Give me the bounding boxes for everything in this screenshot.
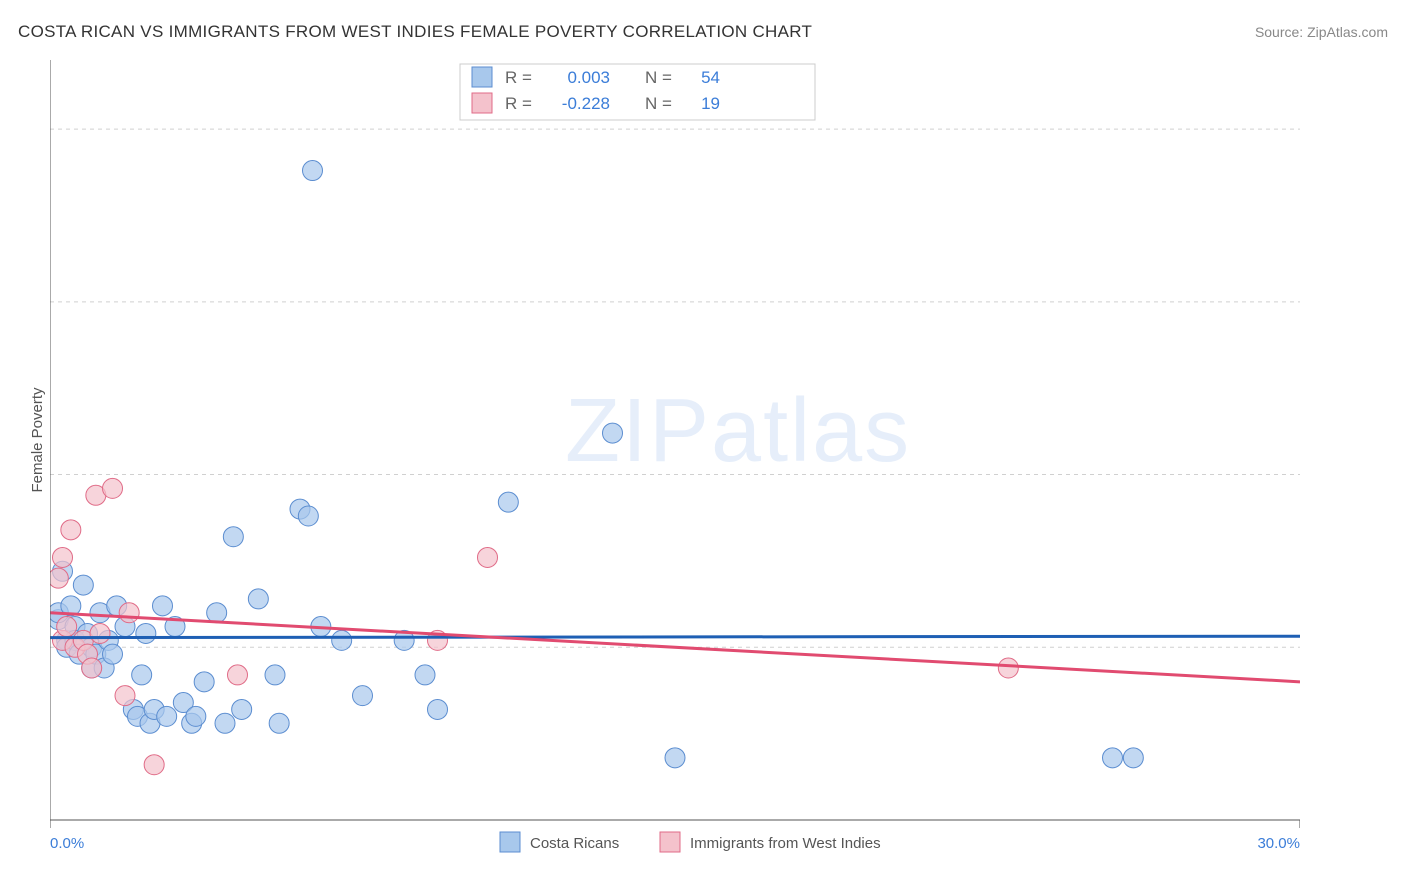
x-tick-label: 30.0% [1257, 835, 1300, 852]
data-point [298, 506, 318, 526]
legend-swatch [660, 832, 680, 852]
legend-n-value: 19 [701, 94, 720, 113]
data-point [228, 665, 248, 685]
data-point [144, 755, 164, 775]
data-point [207, 603, 227, 623]
data-point [115, 686, 135, 706]
data-point [265, 665, 285, 685]
data-point [223, 527, 243, 547]
data-point [186, 706, 206, 726]
data-point [603, 423, 623, 443]
legend-r-value: 0.003 [567, 68, 610, 87]
data-point [119, 603, 139, 623]
x-tick-label: 0.0% [50, 835, 84, 852]
data-point [73, 575, 93, 595]
data-point [215, 713, 235, 733]
data-point [53, 547, 73, 567]
data-point [303, 161, 323, 181]
data-point [61, 520, 81, 540]
data-point [103, 644, 123, 664]
data-point [332, 630, 352, 650]
data-point [90, 623, 110, 643]
chart-plot-area: 12.5%25.0%37.5%50.0%0.0%30.0%R =0.003N =… [50, 60, 1300, 820]
legend-n-label: N = [645, 94, 672, 113]
data-point [132, 665, 152, 685]
data-point [665, 748, 685, 768]
legend-n-value: 54 [701, 68, 720, 87]
legend-r-label: R = [505, 94, 532, 113]
data-point [194, 672, 214, 692]
data-point [1123, 748, 1143, 768]
trend-line [50, 636, 1300, 637]
legend-swatch [500, 832, 520, 852]
data-point [269, 713, 289, 733]
legend-r-label: R = [505, 68, 532, 87]
data-point [82, 658, 102, 678]
data-point [136, 623, 156, 643]
data-point [1103, 748, 1123, 768]
data-point [428, 699, 448, 719]
chart-title: COSTA RICAN VS IMMIGRANTS FROM WEST INDI… [18, 22, 812, 42]
data-point [353, 686, 373, 706]
data-point [50, 568, 68, 588]
data-point [998, 658, 1018, 678]
data-point [157, 706, 177, 726]
legend-n-label: N = [645, 68, 672, 87]
data-point [103, 478, 123, 498]
legend-swatch [472, 93, 492, 113]
legend-swatch [472, 67, 492, 87]
data-point [232, 699, 252, 719]
data-point [498, 492, 518, 512]
legend-series-label: Costa Ricans [530, 835, 619, 852]
data-point [57, 617, 77, 637]
data-point [153, 596, 173, 616]
data-point [248, 589, 268, 609]
y-axis-label: Female Poverty [29, 387, 46, 492]
chart-svg: 12.5%25.0%37.5%50.0%0.0%30.0%R =0.003N =… [50, 60, 1300, 860]
source-attribution: Source: ZipAtlas.com [1255, 24, 1388, 40]
legend-series-label: Immigrants from West Indies [690, 835, 881, 852]
data-point [478, 547, 498, 567]
legend-r-value: -0.228 [562, 94, 610, 113]
data-point [415, 665, 435, 685]
